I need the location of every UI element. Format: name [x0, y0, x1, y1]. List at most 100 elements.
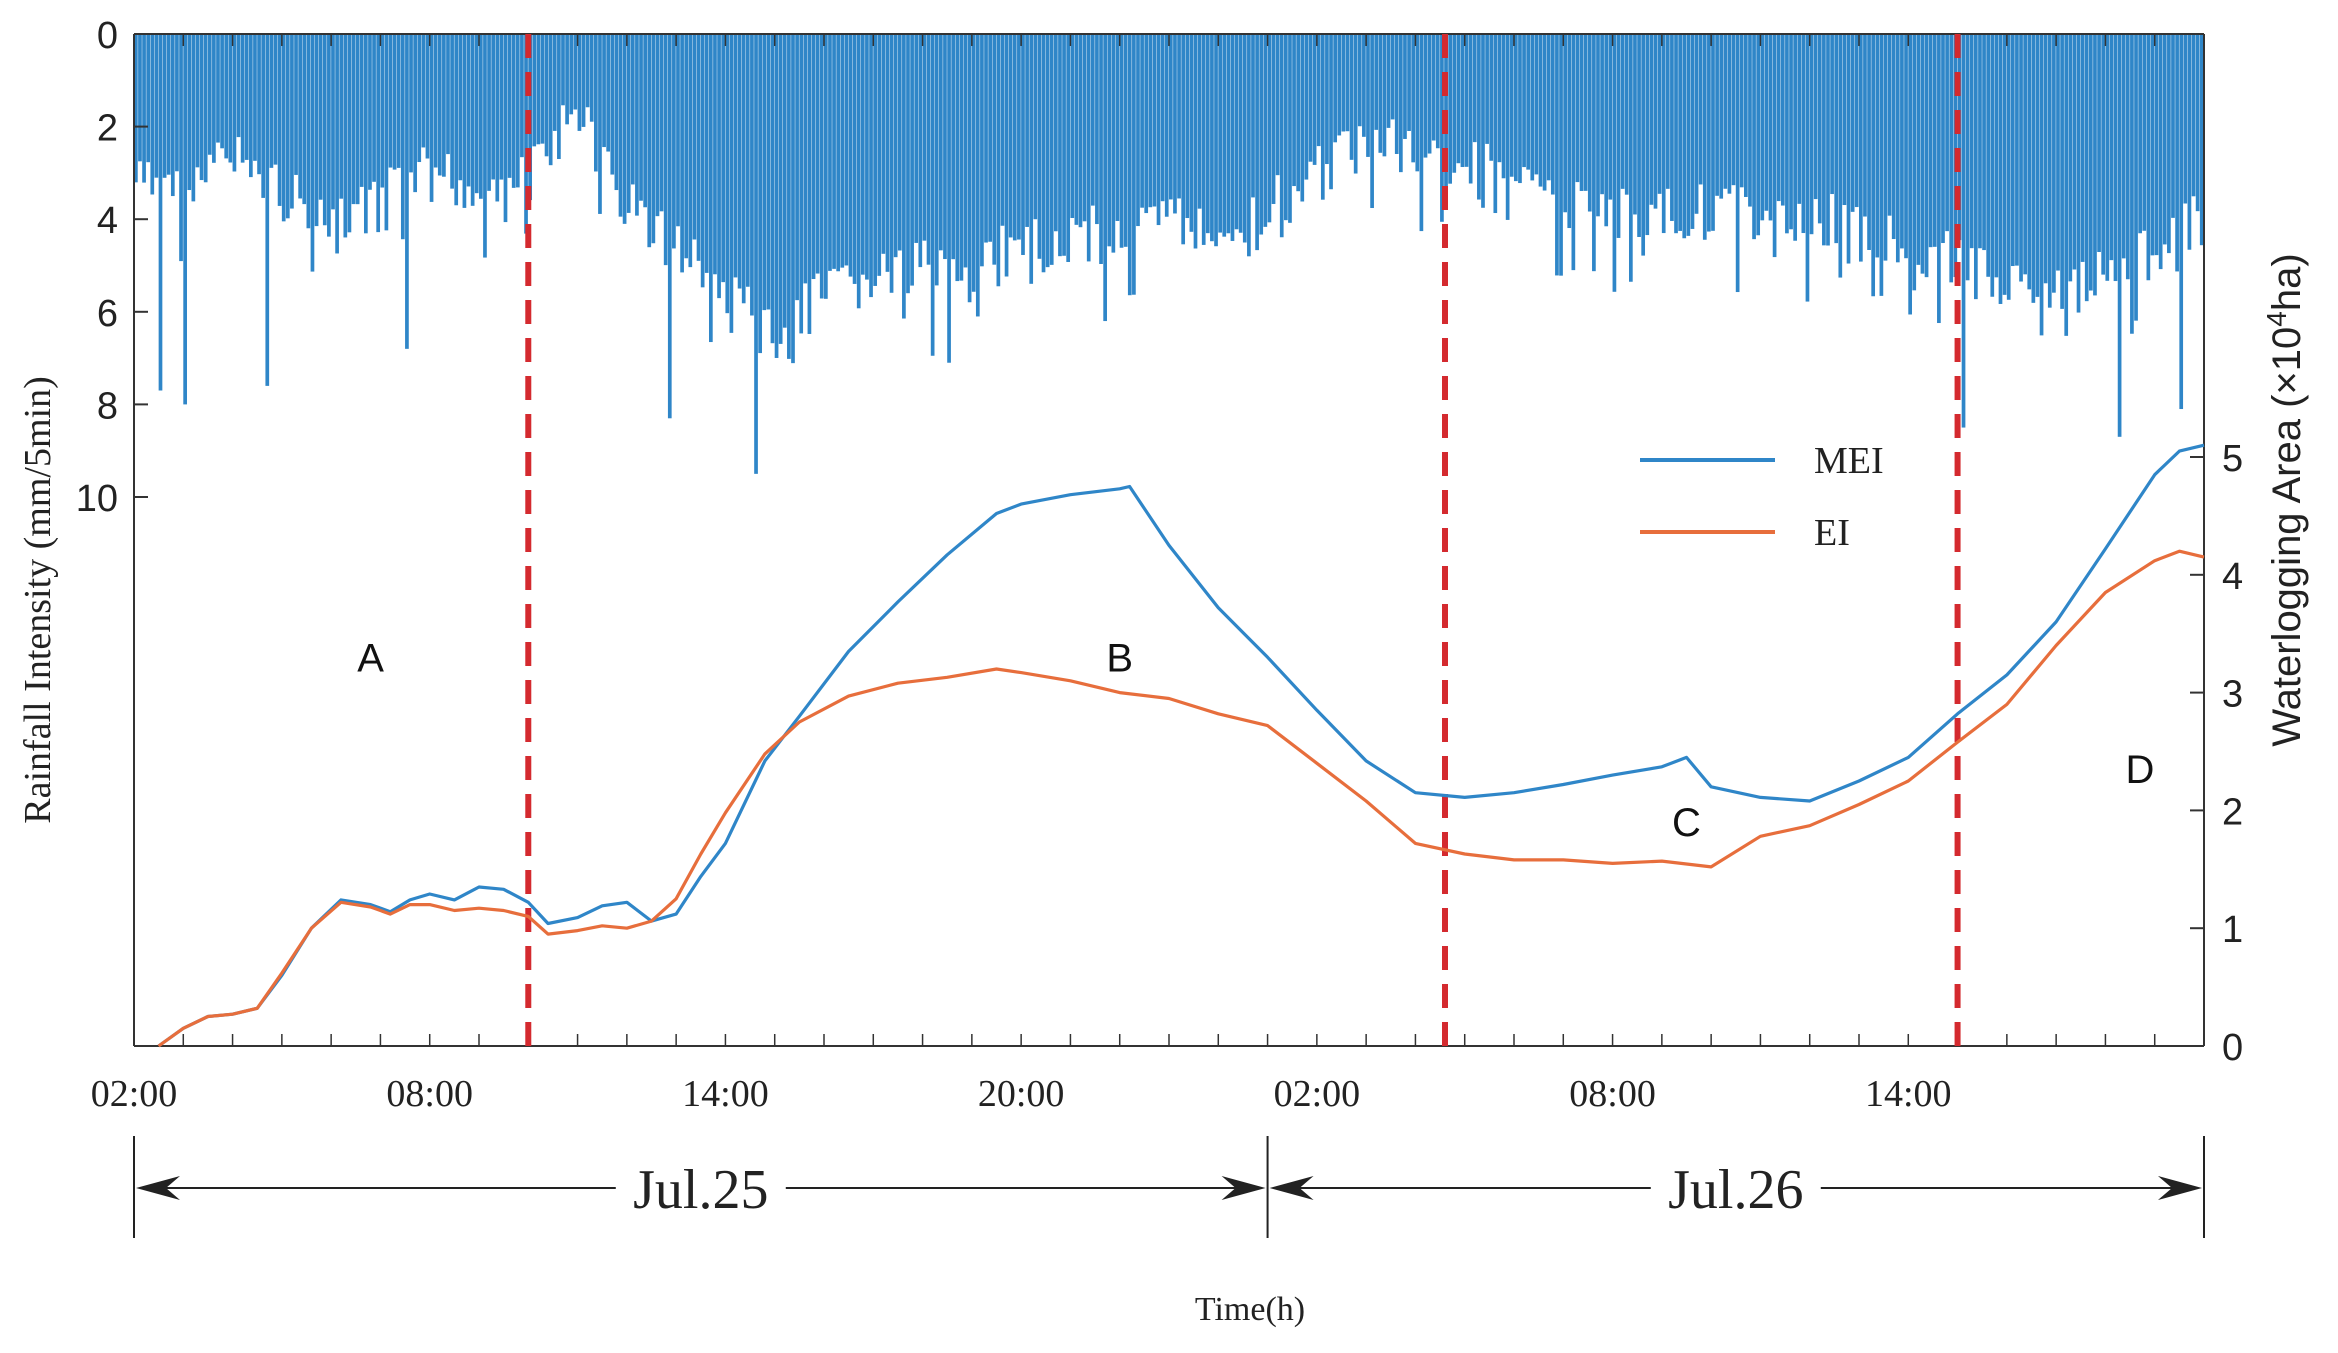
rain-bar: [285, 34, 290, 219]
rain-bar: [836, 34, 841, 272]
phase-label-a: A: [357, 636, 384, 680]
rain-bar: [1218, 34, 1222, 233]
rain-bar: [1534, 34, 1539, 175]
date-spans: Jul.25 Jul.26: [133, 1136, 2205, 1238]
rain-bar: [766, 34, 771, 310]
rain-axis-tick-label: 10: [76, 478, 118, 520]
rain-bar: [1859, 34, 1863, 262]
rain-bar: [1107, 34, 1112, 247]
rain-bar: [1222, 34, 1227, 237]
rain-bar: [1739, 34, 1744, 188]
rain-bar: [1292, 34, 1296, 187]
rain-bar: [1674, 34, 1678, 234]
rain-bar: [1863, 34, 1867, 217]
rain-bar: [988, 34, 992, 242]
rain-bar: [228, 34, 233, 163]
rain-bar: [2031, 34, 2036, 303]
rain-bar: [848, 34, 853, 277]
rain-bar: [1386, 34, 1391, 128]
rain-bar: [721, 34, 726, 283]
rain-bar: [1637, 34, 1641, 237]
x-axis-tick-label: 14:00: [682, 1073, 769, 1115]
rain-bar: [540, 34, 545, 144]
rain-bar: [819, 34, 824, 299]
rain-bar: [1275, 34, 1280, 176]
rain-bar: [1427, 34, 1432, 154]
rain-bar: [1616, 34, 1621, 238]
date-span-arrowhead-right: [1221, 1176, 1266, 1200]
date-span-arrowhead-left: [1269, 1176, 1314, 1200]
rain-bar: [442, 34, 446, 177]
rain-bar: [2002, 34, 2007, 295]
rain-bar: [1620, 34, 1625, 189]
rain-bar: [1353, 34, 1358, 174]
rain-bar: [384, 34, 389, 231]
rain-bar: [1193, 34, 1198, 249]
rain-bar: [265, 34, 270, 386]
rain-bar: [1727, 34, 1732, 194]
rain-bar: [955, 34, 960, 282]
rain-bar: [425, 34, 430, 159]
rain-bar: [824, 34, 828, 299]
rain-bar: [618, 34, 623, 217]
rain-bar: [1694, 34, 1699, 214]
rain-bar: [877, 34, 882, 276]
rain-bar: [1197, 34, 1202, 209]
rain-bar: [1776, 34, 1781, 202]
rain-bar: [359, 34, 364, 187]
rain-bar: [1879, 34, 1884, 296]
rain-bar: [963, 34, 968, 268]
axis-and-phase-labels: 0 2 4 6 8 10 0 1 2 3 4 5 02:00 08:00 14:00 20:00 02:00 08…: [17, 15, 2309, 1115]
rain-bar: [253, 34, 257, 161]
rain-bar: [1049, 34, 1054, 265]
rain-bar: [1715, 34, 1719, 196]
rain-bar: [1320, 34, 1325, 200]
rain-bar: [1649, 34, 1654, 205]
rain-bar: [1201, 34, 1206, 245]
rain-bar: [1838, 34, 1843, 278]
rain-bar: [639, 34, 643, 201]
rain-bar: [466, 34, 471, 187]
rain-bar: [807, 34, 812, 334]
rain-bar: [1834, 34, 1839, 244]
rain-bar: [943, 34, 947, 260]
rain-bar: [1103, 34, 1107, 322]
rain-bar: [1854, 34, 1859, 208]
area-axis-tick-label: 5: [2222, 438, 2243, 480]
rain-bar: [893, 34, 898, 258]
rain-bar: [655, 34, 660, 217]
rain-bar: [959, 34, 964, 281]
rain-bar: [852, 34, 857, 284]
rain-bar: [1012, 34, 1017, 241]
rain-bar: [1362, 34, 1366, 137]
rain-bar: [281, 34, 286, 222]
rain-bar: [1596, 34, 1600, 217]
rain-bar: [462, 34, 467, 208]
rain-bar: [203, 34, 208, 183]
rain-bar: [314, 34, 319, 227]
rain-bar: [2089, 34, 2093, 291]
rain-bar: [774, 34, 779, 358]
rain-bar: [1407, 34, 1411, 131]
rain-bar: [1226, 34, 1231, 234]
rain-bar: [1707, 34, 1711, 232]
rain-bar: [733, 34, 738, 278]
rain-bar: [2154, 34, 2159, 256]
rain-bar: [1090, 34, 1095, 206]
rain-bar: [647, 34, 652, 248]
rain-bar: [162, 34, 167, 178]
rain-bar: [971, 34, 976, 292]
rain-bar: [1719, 34, 1724, 199]
rain-bar: [1912, 34, 1917, 291]
rain-bar: [610, 34, 615, 175]
rain-bar: [844, 34, 849, 266]
rain-bar: [745, 34, 750, 287]
rain-bar: [1004, 34, 1009, 277]
rain-bar: [1805, 34, 1810, 302]
rain-bar: [799, 34, 804, 334]
rain-bar: [331, 34, 335, 210]
rain-bar: [1604, 34, 1609, 227]
rain-bar: [926, 34, 931, 265]
rain-bar: [1645, 34, 1650, 236]
rain-bar: [1493, 34, 1498, 214]
